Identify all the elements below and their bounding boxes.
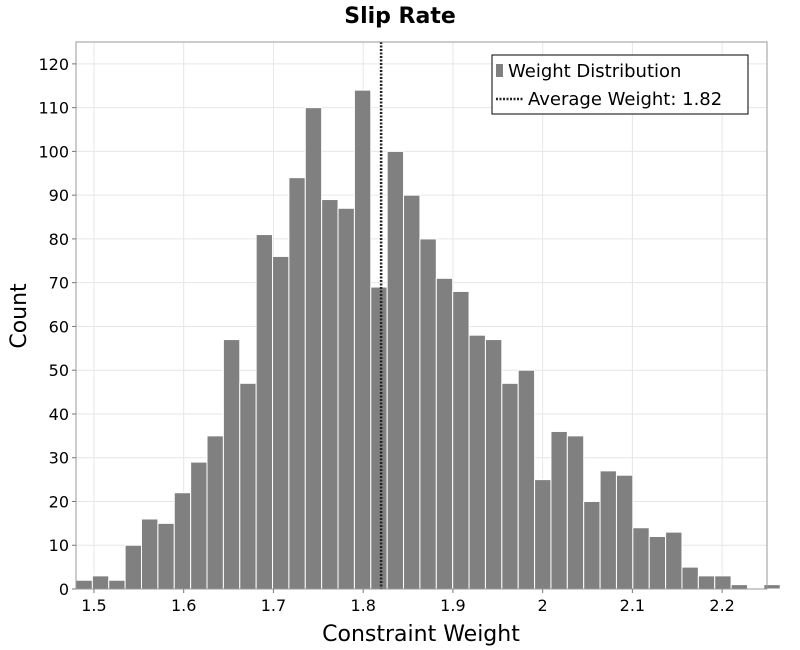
histogram-bar <box>452 290 470 590</box>
y-tick-label: 70 <box>49 274 69 293</box>
histogram-bar <box>239 382 257 590</box>
histogram-bar <box>337 207 355 590</box>
x-axis: 1.5 1.6 1.7 1.8 1.9 2 2.1 2.2 <box>81 589 735 615</box>
histogram-bar <box>91 575 110 590</box>
y-tick-label: 50 <box>49 361 69 380</box>
y-tick-label: 60 <box>49 317 69 336</box>
histogram-bar <box>681 566 699 590</box>
histogram-bar <box>730 584 748 590</box>
histogram-bar <box>157 522 175 590</box>
histogram-bar <box>501 382 519 590</box>
y-axis-title: Count <box>7 283 32 349</box>
histogram-bar <box>124 544 143 590</box>
histogram-bar <box>386 150 405 590</box>
x-tick-label: 2 <box>538 596 548 615</box>
histogram-bar <box>648 535 667 590</box>
histogram-bar <box>173 492 192 590</box>
histogram-bar <box>288 177 306 590</box>
y-axis: 0 10 20 30 40 50 60 70 80 90 100 110 120 <box>38 55 76 599</box>
histogram-bar <box>304 107 323 590</box>
histogram-bar <box>763 584 781 590</box>
y-tick-label: 30 <box>49 449 69 468</box>
histogram-bar <box>353 89 372 590</box>
histogram-bar <box>435 277 454 590</box>
histogram-bar <box>255 234 274 590</box>
y-tick-label: 20 <box>49 492 69 511</box>
histogram-bar <box>615 474 634 590</box>
histogram-bar <box>550 430 568 590</box>
histogram-bar <box>534 479 552 590</box>
histogram-bar <box>108 579 126 590</box>
histogram-bar <box>566 435 585 590</box>
x-tick-label: 1.6 <box>171 596 196 615</box>
histogram-bar <box>665 531 683 590</box>
histogram-bar <box>468 334 486 590</box>
y-tick-label: 120 <box>38 55 69 74</box>
histogram-bar <box>272 255 290 590</box>
x-tick-label: 2.2 <box>709 596 734 615</box>
y-tick-label: 80 <box>49 230 69 249</box>
histogram-bar <box>403 194 421 590</box>
histogram-bar <box>484 339 503 590</box>
histogram-bar <box>222 339 241 590</box>
plot-frame <box>75 41 768 590</box>
histogram-bar <box>599 470 617 590</box>
legend-line-label: Average Weight: 1.82 <box>528 89 722 110</box>
histogram-bar <box>75 579 93 590</box>
histogram-bar <box>419 238 437 590</box>
histogram-bar <box>583 500 601 590</box>
y-tick-label: 10 <box>49 536 69 555</box>
histogram-bar <box>632 527 650 590</box>
y-tick-label: 110 <box>38 99 69 118</box>
x-tick-label: 1.7 <box>261 596 286 615</box>
bars <box>75 89 781 590</box>
histogram-bar <box>206 435 224 590</box>
y-tick-label: 0 <box>59 580 69 599</box>
histogram-bar <box>190 461 208 590</box>
y-tick-label: 90 <box>49 186 69 205</box>
y-tick-label: 100 <box>38 142 69 161</box>
x-tick-label: 1.5 <box>81 596 106 615</box>
x-tick-label: 1.9 <box>440 596 465 615</box>
legend: Weight Distribution Average Weight: 1.82 <box>491 54 749 115</box>
histogram-bar <box>370 286 388 590</box>
x-tick-label: 1.8 <box>350 596 375 615</box>
histogram-bar <box>141 518 159 590</box>
x-tick-label: 2.1 <box>620 596 645 615</box>
legend-bars-label: Weight Distribution <box>508 61 681 82</box>
histogram-bar <box>321 199 339 590</box>
legend-bar-swatch <box>496 64 503 77</box>
legend-box <box>491 54 749 115</box>
histogram-bar <box>697 575 716 590</box>
x-axis-title: Constraint Weight <box>322 622 520 647</box>
chart-title: Slip Rate <box>344 4 456 29</box>
histogram-bar <box>714 575 732 590</box>
histogram-bar <box>517 369 536 590</box>
y-tick-label: 40 <box>49 405 69 424</box>
